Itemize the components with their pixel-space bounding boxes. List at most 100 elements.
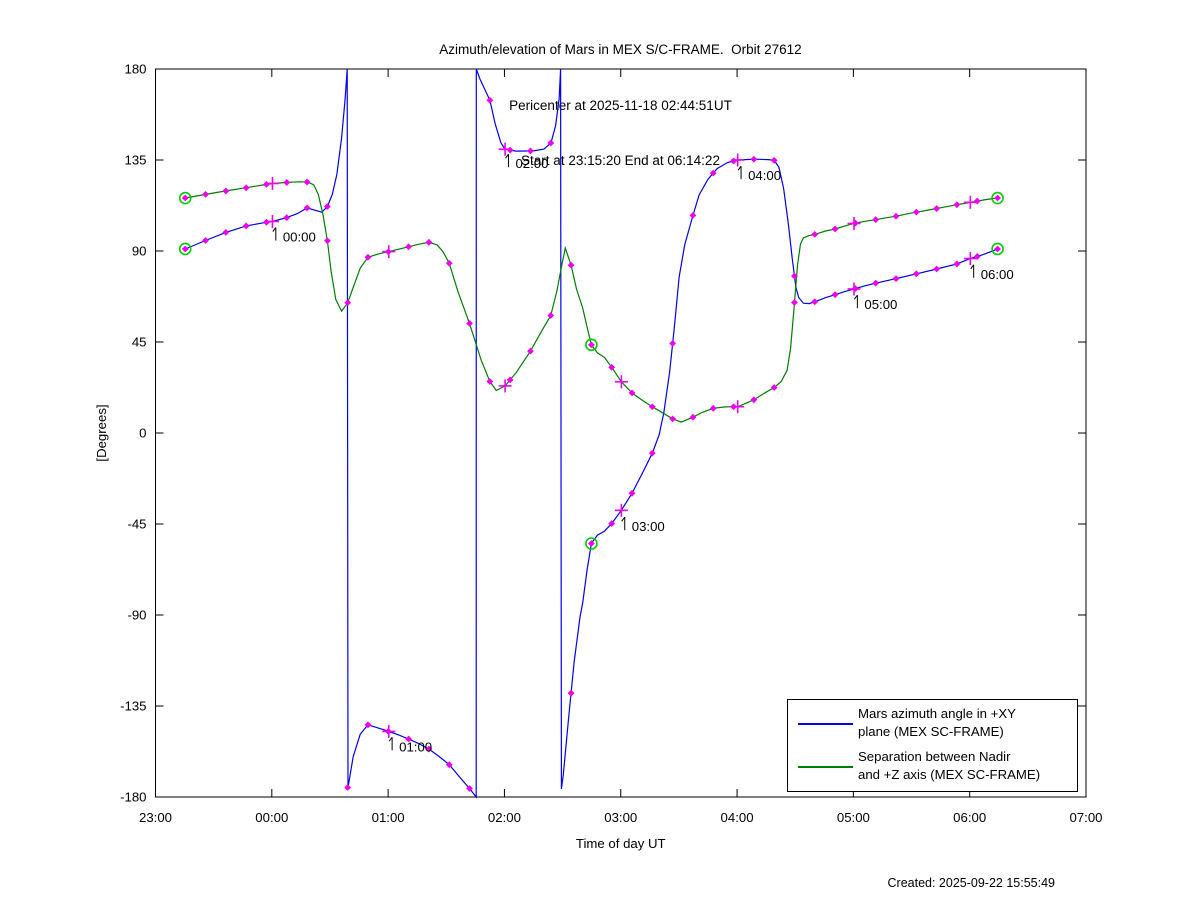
x-tick-label: 03:00: [604, 810, 637, 825]
azimuth-sample-marker-diamond: [466, 785, 473, 792]
x-tick-label: 02:00: [488, 810, 521, 825]
legend-entry-azimuth: Mars azimuth angle in +XY plane (MEX SC-…: [858, 705, 1016, 740]
separation-sample-marker-diamond: [527, 347, 534, 355]
azimuth-sample-marker-diamond: [831, 291, 839, 299]
separation-sample-marker-diamond: [181, 194, 189, 202]
annotation-time-label: 01:00: [399, 739, 432, 754]
separation-sample-marker-diamond: [872, 216, 880, 224]
azimuth-sample-marker-diamond: [953, 260, 961, 268]
separation-sample-marker-diamond: [994, 194, 1001, 202]
azimuth-sample-marker-diamond: [242, 222, 250, 230]
azimuth-event-marker-circle: [991, 242, 1004, 256]
azimuth-sample-marker-diamond: [364, 721, 372, 729]
separation-sample-marker-diamond: [709, 404, 717, 412]
azimuth-sample-marker-diamond: [323, 203, 331, 210]
azimuth-sample-marker-diamond: [405, 735, 413, 743]
azimuth-sample-marker-diamond: [933, 265, 941, 273]
annotation-time-label: 02:00: [515, 156, 548, 171]
separation-sample-marker-diamond: [912, 208, 920, 216]
separation-sample-marker-diamond: [567, 261, 575, 269]
y-tick-label: -180: [120, 790, 146, 805]
separation-sample-marker-diamond: [587, 341, 595, 349]
created-timestamp: Created: 2025-09-22 15:55:49: [887, 876, 1056, 890]
azimuth-sample-marker-diamond: [750, 155, 758, 163]
separation-sample-marker-diamond: [811, 231, 819, 238]
separation-sample-marker-diamond: [425, 238, 433, 246]
annotation-tick-barb: [621, 516, 626, 522]
azimuth-sample-marker-diamond: [912, 270, 920, 278]
y-tick-label: 90: [132, 244, 147, 259]
azimuth-sample-marker-diamond: [587, 540, 595, 547]
separation-sample-marker-diamond: [466, 319, 473, 327]
separation-sample-marker-diamond: [689, 413, 697, 421]
separation-sample-marker-diamond: [953, 201, 961, 209]
legend-entry-separation-line1: Separation between Nadir: [858, 749, 1011, 764]
azimuth-sample-marker-diamond: [628, 489, 636, 497]
chart-subtitle-pericenter: Pericenter at 2025-11-18 02:44:51UT: [509, 97, 732, 113]
annotation-time-label: 03:00: [632, 519, 665, 534]
azimuth-sample-marker-diamond: [567, 689, 575, 697]
annotation-tick-barb: [737, 165, 742, 171]
y-axis-label: [Degrees]: [94, 404, 109, 461]
y-tick-label: -45: [127, 517, 146, 532]
separation-sample-marker-diamond: [263, 180, 270, 188]
y-tick-label: 180: [124, 62, 146, 77]
y-tick-label: -135: [120, 699, 146, 714]
separation-sample-marker-diamond: [831, 225, 839, 233]
azimuth-sample-marker-diamond: [303, 204, 311, 212]
annotation-time-label: 06:00: [981, 267, 1014, 282]
azimuth-sample-marker-diamond: [425, 745, 433, 753]
azimuth-sample-marker-diamond: [648, 449, 656, 457]
separation-sample-marker-diamond: [283, 179, 291, 186]
annotation-time-label: 00:00: [283, 230, 316, 245]
azimuth-sample-marker-diamond: [181, 245, 189, 253]
separation-sample-marker-diamond: [750, 396, 758, 404]
azimuth-sample-marker-diamond: [892, 275, 900, 282]
separation-sample-marker-diamond: [323, 237, 331, 245]
azimuth-sample-marker-diamond: [689, 211, 697, 219]
annotation-tick-barb: [853, 294, 858, 300]
legend-line-sample-azimuth: [798, 723, 853, 725]
x-tick-label: 05:00: [837, 810, 870, 825]
separation-sample-marker-diamond: [445, 259, 453, 267]
x-tick-label: 07:00: [1069, 810, 1102, 825]
separation-sample-marker-diamond: [608, 363, 616, 371]
separation-sample-marker-diamond: [486, 378, 494, 385]
separation-sample-marker-diamond: [242, 184, 250, 192]
separation-sample-marker-diamond: [973, 197, 981, 205]
azimuth-sample-marker-diamond: [445, 761, 453, 769]
azimuth-event-marker-circle: [585, 537, 598, 550]
x-axis-label: Time of day UT: [576, 836, 666, 851]
separation-sample-marker-diamond: [892, 212, 900, 220]
separation-sample-marker-diamond: [364, 253, 372, 261]
annotation-tick-barb: [970, 264, 975, 270]
y-tick-label: 135: [124, 153, 146, 168]
annotation-tick-barb: [505, 153, 509, 159]
separation-sample-marker-diamond: [222, 187, 230, 195]
separation-sample-marker-diamond: [933, 205, 941, 212]
separation-sample-marker-diamond: [506, 376, 514, 384]
azimuth-sample-marker-diamond: [486, 96, 494, 104]
azimuth-sample-marker-diamond: [527, 147, 534, 155]
separation-sample-marker-diamond: [405, 243, 413, 251]
annotation-tick-barb: [272, 227, 277, 232]
x-tick-label: 23:00: [139, 810, 172, 825]
azimuth-sample-marker-diamond: [709, 169, 717, 177]
y-tick-label: 0: [139, 426, 146, 441]
separation-sample-marker-diamond: [202, 190, 209, 198]
separation-sample-marker-diamond: [344, 299, 352, 307]
x-tick-label: 01:00: [372, 810, 405, 825]
x-tick-label: 04:00: [721, 810, 754, 825]
y-tick-label: -90: [127, 608, 146, 623]
legend-entry-azimuth-line1: Mars azimuth angle in +XY: [858, 706, 1016, 721]
azimuth-sample-marker-diamond: [770, 157, 778, 164]
separation-sample-marker-diamond: [770, 384, 778, 391]
y-tick-label: 45: [132, 335, 147, 350]
azimuth-sample-marker-diamond: [506, 146, 514, 154]
chart-subtitle-timespan: Start at 23:15:20 End at 06:14:22: [521, 153, 720, 168]
x-tick-label: 06:00: [953, 810, 986, 825]
azimuth-sample-marker-diamond: [872, 279, 880, 287]
separation-event-marker-circle: [178, 191, 192, 205]
